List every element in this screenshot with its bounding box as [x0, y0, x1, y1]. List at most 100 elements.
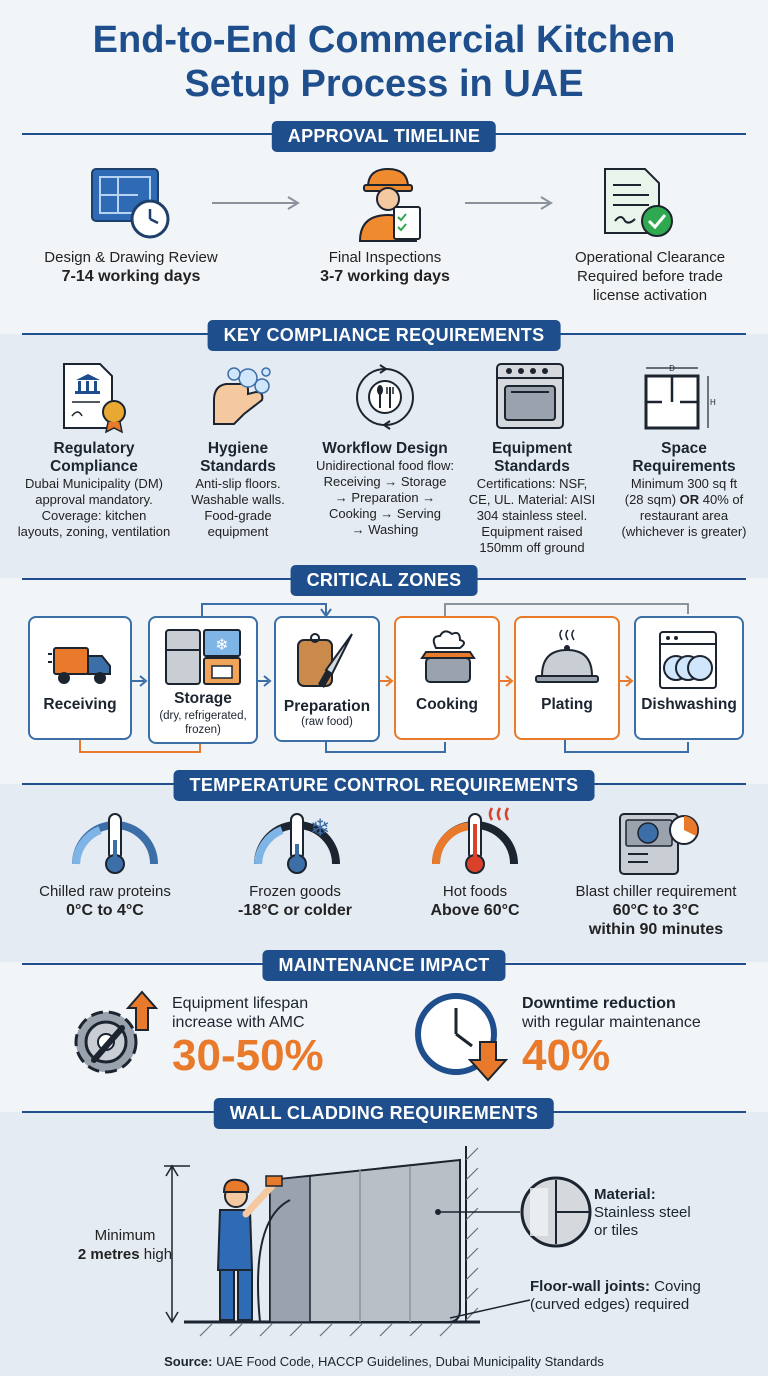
- cladding-height-line1: Minimum: [94, 1227, 156, 1244]
- serving-cloche-icon: [535, 629, 599, 683]
- temp-label: Chilled raw proteins: [39, 883, 171, 900]
- approval-step-label: Operational Clearance: [574, 249, 726, 266]
- approval-step-label: Design & Drawing Review: [44, 249, 218, 266]
- oven-icon: [496, 363, 564, 429]
- compliance-body-line: approval mandatory.: [35, 492, 153, 507]
- source-footer: Source: UAE Food Code, HACCP Guidelines,…: [0, 1354, 768, 1369]
- zone-plating: Plating: [514, 616, 620, 740]
- workflow-cycle-icon: [356, 364, 414, 430]
- cladding-joint-line1: Floor-wall joints: Coving: [530, 1278, 701, 1296]
- maintenance-line: Equipment lifespan: [172, 995, 309, 1012]
- section-heading-cladding: WALL CLADDING REQUIREMENTS: [213, 1098, 555, 1129]
- compliance-body-part: 40% of: [699, 492, 744, 507]
- compliance-body-line: Minimum 300 sq ft: [630, 476, 738, 491]
- floorplan-h-label: H: [710, 398, 716, 407]
- compliance-body-line: Certifications: NSF,: [476, 476, 588, 491]
- temp-chilled: Chilled raw proteins 0°C to 4°C: [10, 882, 200, 920]
- maintenance-lifespan: Equipment lifespan increase with AMC 30-…: [172, 994, 324, 1080]
- section-heading-zones: CRITICAL ZONES: [290, 565, 478, 596]
- page-title: End-to-End Commercial Kitchen Setup Proc…: [0, 18, 768, 106]
- compliance-body-line: 304 stainless steel.: [476, 508, 588, 523]
- compliance-body-line: Coverage: kitchen: [41, 508, 147, 523]
- zone-label: Cooking: [416, 696, 478, 713]
- compliance-body-or: OR: [679, 492, 700, 507]
- cooking-pot-icon: [420, 630, 476, 683]
- arrow-right-icon: [212, 196, 300, 210]
- delivery-truck-icon: [48, 647, 111, 684]
- approval-step-value: 3-7 working days: [320, 268, 450, 285]
- compliance-workflow: Workflow Design Unidirectional food flow…: [302, 440, 468, 538]
- compliance-body-line: Dubai Municipality (DM): [25, 476, 163, 491]
- floorplan-icon: D H: [644, 364, 716, 430]
- svg-text:❄: ❄: [215, 635, 228, 654]
- compliance-body-line: → Washing: [351, 522, 419, 537]
- cladding-height-value: 2 metres: [77, 1246, 140, 1263]
- compliance-title: Hygiene: [207, 440, 269, 457]
- zone-storage: ❄ Storage (dry, refrigerated, frozen): [148, 616, 258, 744]
- compliance-title: Standards: [494, 458, 570, 475]
- cladding-height-line2: 2 metres high: [60, 1245, 190, 1264]
- temp-frozen: Frozen goods -18°C or colder: [200, 882, 390, 920]
- approval-step-value-line2: license activation: [592, 287, 708, 304]
- maintenance-value: 40%: [522, 1031, 611, 1080]
- compliance-body-line: equipment: [207, 524, 269, 539]
- zone-label: Preparation: [283, 698, 371, 715]
- approved-document-icon: [604, 168, 673, 237]
- maintenance-value: 30-50%: [172, 1031, 324, 1080]
- dishwasher-icon: [659, 631, 717, 689]
- cladding-joint-line2: (curved edges) required: [530, 1296, 690, 1313]
- approval-step-value: 7-14 working days: [61, 268, 201, 285]
- compliance-body-line: Washable walls.: [191, 492, 285, 507]
- approval-step-inspections: Final Inspections 3-7 working days: [275, 248, 495, 286]
- approval-step-clearance: Operational Clearance Required before tr…: [535, 248, 765, 305]
- temp-blast-chiller: Blast chiller requirement 60°C to 3°C wi…: [556, 882, 756, 939]
- compliance-regulatory: Regulatory Compliance Dubai Municipality…: [4, 440, 184, 540]
- compliance-body-line: CE, UL. Material: AISI: [468, 492, 596, 507]
- compliance-body-line: Unidirectional food flow:: [315, 458, 455, 473]
- section-heading-compliance: KEY COMPLIANCE REQUIREMENTS: [207, 320, 561, 351]
- compliance-body-part: (28 sqm): [624, 492, 680, 507]
- compliance-space: Space Requirements Minimum 300 sq ft (28…: [604, 440, 764, 540]
- maintenance-downtime: Downtime reduction with regular maintena…: [522, 994, 701, 1080]
- temp-value: 0°C to 4°C: [66, 902, 144, 919]
- approval-step-label: Final Inspections: [328, 249, 442, 266]
- zone-label: Plating: [541, 696, 593, 713]
- compliance-title: Equipment: [491, 440, 573, 457]
- temp-hot: Hot foods Above 60°C: [380, 882, 570, 920]
- compliance-title: Regulatory: [53, 440, 135, 457]
- zone-flow-connectors: [79, 603, 689, 753]
- approval-step-value-line1: Required before trade: [577, 268, 723, 285]
- thermometer-cold-icon: [72, 813, 158, 874]
- inspector-icon: [358, 167, 421, 242]
- thermometer-hot-icon: [431, 807, 518, 874]
- blast-chiller-icon: [619, 813, 699, 875]
- compliance-body-line: Equipment raised: [481, 524, 583, 539]
- compliance-body-line: restaurant area: [639, 508, 729, 523]
- hand-washing-icon: [213, 367, 271, 425]
- compliance-body-line: Anti-slip floors.: [195, 476, 281, 491]
- zone-sub-line1: (dry, refrigerated,: [159, 710, 247, 722]
- temp-value: Above 60°C: [430, 902, 520, 919]
- cladding-material-line: Stainless steel: [594, 1204, 691, 1221]
- material-swatch-icon: [520, 1176, 592, 1248]
- thermometer-frozen-icon: ❄: [254, 813, 340, 874]
- cladding-material: Material: Stainless steel or tiles: [594, 1186, 691, 1240]
- cladding-height: Minimum 2 metres high: [60, 1226, 190, 1264]
- compliance-title: Workflow Design: [322, 440, 448, 457]
- temp-value-line2: within 90 minutes: [588, 921, 724, 938]
- zone-label: Storage: [174, 690, 232, 707]
- compliance-title: Requirements: [632, 458, 736, 475]
- regulatory-certificate-icon: [63, 363, 126, 434]
- maintenance-line: Downtime reduction: [522, 995, 676, 1012]
- compliance-title: Space: [661, 440, 707, 457]
- compliance-hygiene: Hygiene Standards Anti-slip floors. Wash…: [176, 440, 300, 540]
- clock-down-icon: [415, 993, 509, 1082]
- cladding-height-unit: high: [139, 1246, 173, 1263]
- zone-preparation: Preparation (raw food): [274, 616, 380, 742]
- storage-fridge-icon: ❄: [165, 629, 241, 685]
- knife-board-icon: [297, 633, 353, 688]
- cladding-material-label: Material:: [594, 1186, 656, 1203]
- temp-label: Hot foods: [442, 883, 508, 900]
- gear-wrench-icon: [74, 990, 159, 1074]
- section-heading-maintenance: MAINTENANCE IMPACT: [262, 950, 506, 981]
